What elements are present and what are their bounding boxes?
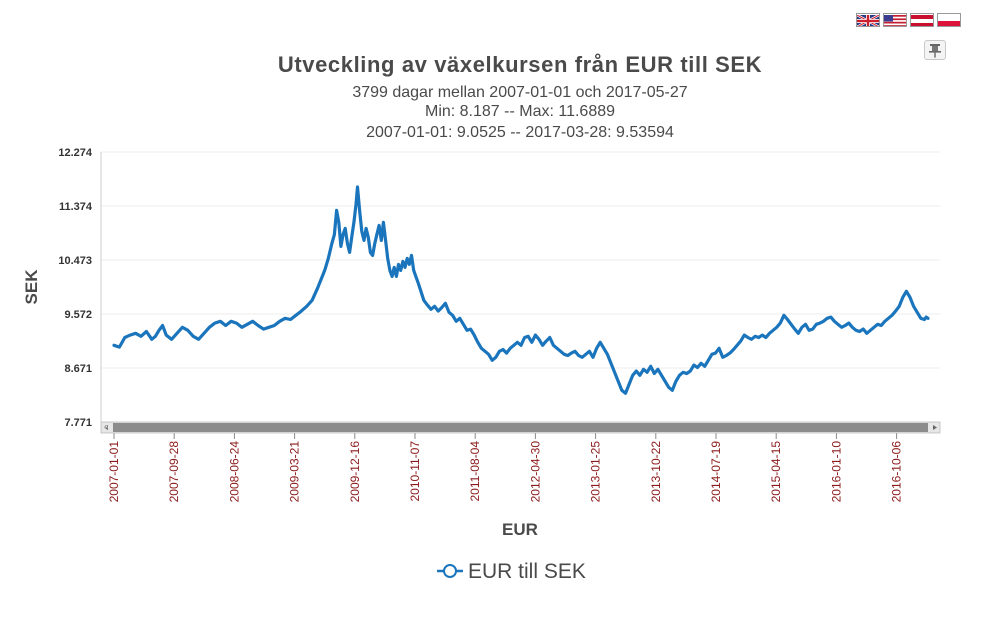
x-tick-label: 2016-01-10 — [829, 441, 843, 503]
x-axis-title: EUR — [502, 520, 538, 539]
x-tick-label: 2014-07-19 — [709, 441, 723, 503]
legend-marker-icon — [443, 564, 457, 578]
x-tick-label: 2012-04-30 — [528, 441, 542, 503]
y-tick-label: 9.572 — [64, 309, 92, 321]
series-line-eur-till-sek — [112, 185, 930, 395]
flag-us-icon[interactable] — [883, 13, 907, 27]
flag-poland-icon[interactable] — [937, 13, 961, 27]
x-tick-label: 2016-10-06 — [890, 441, 904, 503]
y-tick-label: 7.771 — [64, 417, 92, 429]
horizontal-scrollbar[interactable] — [100, 421, 941, 434]
x-tick-label: 2013-10-22 — [649, 441, 663, 503]
scrollbar-thumb[interactable] — [113, 423, 928, 432]
pushpin-icon — [929, 44, 941, 58]
grid-lines — [100, 151, 940, 422]
legend-label: EUR till SEK — [468, 560, 586, 583]
chart-subtitle-minmax: Min: 8.187 -- Max: 11.6889 — [425, 103, 615, 120]
scroll-left-icon[interactable] — [104, 425, 108, 430]
scroll-right-icon[interactable] — [933, 425, 937, 430]
y-tick-label: 12.274 — [58, 147, 93, 159]
y-tick-label: 8.671 — [64, 363, 92, 375]
x-tick-label: 2011-08-04 — [468, 441, 482, 502]
x-tick-label: 2015-04-15 — [769, 441, 783, 503]
x-tick-label: 2007-09-28 — [167, 441, 181, 503]
chart-title: Utveckling av växelkursen från EUR till … — [278, 52, 762, 77]
pushpin-button[interactable] — [924, 40, 946, 60]
x-tick-label: 2010-11-07 — [408, 441, 422, 502]
y-tick-label: 10.473 — [58, 255, 92, 267]
y-tick-label: 11.374 — [59, 201, 93, 213]
y-axis-ticks: 12.274 11.374 10.473 9.572 8.671 7.771 — [58, 147, 93, 429]
x-tick-label: 2009-03-21 — [288, 441, 302, 503]
x-tick-label: 2009-12-16 — [348, 441, 362, 503]
y-axis-title: SEK — [22, 269, 41, 305]
x-axis-ticks: 2007-01-01 2007-09-28 2008-06-24 2009-03-21… — [107, 433, 904, 502]
x-tick-label: 2008-06-24 — [227, 441, 241, 503]
chart-subtitle-range: 3799 dagar mellan 2007-01-01 och 2017-05… — [352, 84, 687, 101]
x-tick-label: 2013-01-25 — [589, 441, 603, 503]
chart-subtitle-endpoints: 2007-01-01: 9.0525 -- 2017-03-28: 9.5359… — [366, 124, 674, 141]
flag-uk-icon[interactable] — [856, 13, 880, 27]
x-tick-label: 2007-01-01 — [107, 441, 121, 503]
flag-austria-icon[interactable] — [910, 13, 934, 27]
legend[interactable]: EUR till SEK — [437, 560, 586, 583]
